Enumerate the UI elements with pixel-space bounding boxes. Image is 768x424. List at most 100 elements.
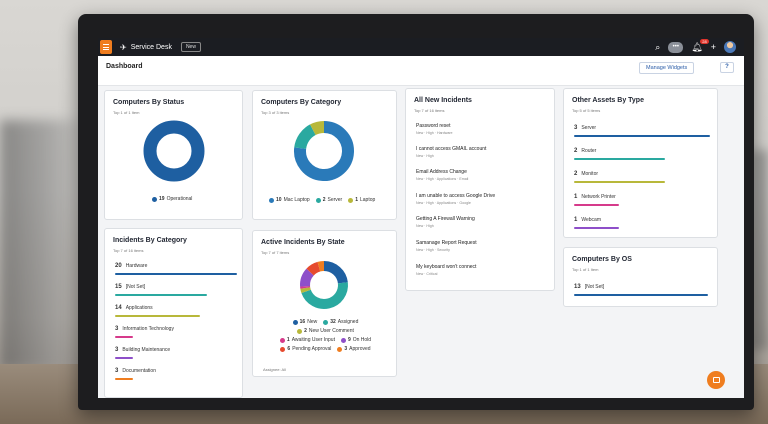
incident-item[interactable]: I am unable to access Google Drive New · … xyxy=(416,193,495,205)
category-legend: 10 Mac Laptop 2 Server 1 Laptop xyxy=(269,197,375,203)
legend-item-laptop[interactable]: 1 Laptop xyxy=(348,197,375,203)
bar-fill xyxy=(574,294,708,296)
help-button[interactable]: ? xyxy=(720,62,734,73)
chat-support-button[interactable] xyxy=(707,371,725,389)
donut-slice-new[interactable] xyxy=(323,261,348,284)
bar-row[interactable]: 2 Monitor xyxy=(574,171,598,177)
state-legend-row: 2 New User Comment xyxy=(253,328,398,334)
hamburger-menu-button[interactable] xyxy=(100,40,112,54)
legend-dot xyxy=(292,319,298,325)
bar-row[interactable]: 15 [Not Set] xyxy=(115,284,145,290)
donut-hole xyxy=(306,133,342,169)
bar-label: Server xyxy=(581,125,597,131)
donut-slice-server[interactable] xyxy=(294,124,317,150)
search-icon[interactable]: ⌕ xyxy=(655,41,661,52)
bar-row[interactable]: 3 Building Maintenance xyxy=(115,347,170,353)
notification-bell-icon[interactable]: 🔔︎ 28 xyxy=(691,38,709,52)
widget-incidents-by-category[interactable]: Incidents By Category Top 7 of 16 items … xyxy=(104,228,243,398)
legend-label: Mac Laptop xyxy=(283,197,310,203)
bar-fill xyxy=(115,294,207,296)
bar-count: 1 xyxy=(574,194,578,200)
bar-fill xyxy=(574,135,710,137)
legend-label: Server xyxy=(327,197,343,203)
state-donut-chart xyxy=(300,261,348,309)
brand[interactable]: ✈ Service Desk xyxy=(120,43,172,52)
bar-count: 3 xyxy=(574,125,578,131)
legend-count: 6 xyxy=(287,346,291,352)
bar-count: 13 xyxy=(574,284,581,290)
legend-item-on-hold[interactable]: 9 On Hold xyxy=(340,337,371,343)
bar-row[interactable]: 13 [Not Set] xyxy=(574,284,604,290)
legend-item-pending-approval[interactable]: 6 Pending Approval xyxy=(280,346,331,352)
donut-hole xyxy=(157,134,191,168)
legend-item-server[interactable]: 2 Server xyxy=(315,197,343,203)
donut-slice-assigned[interactable] xyxy=(301,282,348,309)
donut-slice-approved[interactable] xyxy=(317,261,325,272)
service-desk-logo-icon: ✈ xyxy=(120,42,127,52)
chat-icon[interactable]: ••• xyxy=(668,41,684,53)
donut-slice-on-hold[interactable] xyxy=(300,268,315,287)
legend-item-awaiting-user-input[interactable]: 1 Awaiting User Input xyxy=(279,337,335,343)
widget-subtitle: Top 7 of 16 items xyxy=(113,248,144,253)
legend-label: New xyxy=(307,319,318,325)
bar-row[interactable]: 14 Applications xyxy=(115,305,153,311)
bar-row[interactable]: 2 Router xyxy=(574,148,596,154)
bar-row[interactable]: 3 Server xyxy=(574,125,596,131)
donut-slice-new-user-comment[interactable] xyxy=(300,287,311,294)
legend-item-assigned[interactable]: 32 Assigned xyxy=(323,319,358,325)
incident-item[interactable]: My keyboard won't connect New · Critical xyxy=(416,264,476,276)
widget-computers-by-os[interactable]: Computers By OS Top 1 of 1 Item 13 [Not S… xyxy=(563,247,718,307)
donut-category-group xyxy=(294,121,354,181)
chat-bubble-icon xyxy=(712,377,720,383)
legend-item-new-user-comment[interactable]: 2 New User Comment xyxy=(297,328,354,334)
assignee-filter[interactable]: Assignee: All xyxy=(263,367,286,372)
widget-active-incidents-by-state[interactable]: Active Incidents By State Top 7 of 7 ite… xyxy=(252,230,397,377)
donut-slice-mac-laptop[interactable] xyxy=(294,121,354,181)
incident-item[interactable]: Getting A Firewall Warning New · High xyxy=(416,216,475,228)
widget-computers-by-category[interactable]: Computers By Category Top 3 of 3 items 1… xyxy=(252,90,397,220)
bar-row[interactable]: 3 Documentation xyxy=(115,368,156,374)
manage-widgets-button[interactable]: Manage Widgets xyxy=(639,62,695,74)
legend-label: Assigned xyxy=(337,319,359,325)
donut-slice-pending-approval[interactable] xyxy=(306,261,321,276)
widget-computers-by-status[interactable]: Computers By Status Top 1 of 1 Item 19 Op… xyxy=(104,90,243,220)
bar-label: [Not Set] xyxy=(584,284,605,290)
legend-count: 3 xyxy=(344,346,348,352)
bar-row[interactable]: 1 Network Printer xyxy=(574,194,616,200)
bar-label: Webcam xyxy=(581,217,601,223)
state-legend-row: 1 Awaiting User Input 9 On Hold xyxy=(253,337,398,343)
bar-row[interactable]: 20 Hardware xyxy=(115,263,147,269)
bar-fill xyxy=(115,273,237,275)
bar-label: [Not Set] xyxy=(125,284,146,290)
widget-all-new-incidents[interactable]: All New Incidents Top 7 of 16 items Pass… xyxy=(405,88,555,291)
incident-item[interactable]: Password reset New · High · Hardware xyxy=(416,123,453,135)
widget-title: Active Incidents By State xyxy=(261,239,345,246)
legend-item-new[interactable]: 16 New xyxy=(292,319,318,325)
legend-item-approved[interactable]: 3 Approved xyxy=(337,346,371,352)
widget-title: Computers By Status xyxy=(113,99,185,106)
legend-dot xyxy=(340,337,346,343)
incident-meta: New · High xyxy=(416,224,434,228)
incident-meta: New · High xyxy=(416,154,434,158)
bar-count: 2 xyxy=(574,148,578,154)
bar-count: 3 xyxy=(115,326,119,332)
bar-label: Information Technology xyxy=(122,326,174,332)
bar-fill xyxy=(115,336,134,338)
incident-item[interactable]: Samanage Report Request New · High · Secu… xyxy=(416,240,477,252)
background-blur-left xyxy=(0,120,90,370)
legend-item-mac-laptop[interactable]: 10 Mac Laptop xyxy=(269,197,310,203)
bar-label: Network Printer xyxy=(581,194,616,200)
legend-item-operational[interactable]: 19 Operational xyxy=(152,196,192,202)
bar-row[interactable]: 1 Webcam xyxy=(574,217,601,223)
add-icon[interactable]: + xyxy=(710,42,716,52)
user-avatar[interactable] xyxy=(724,41,736,53)
incident-meta: New · High · Security xyxy=(416,248,450,252)
new-button[interactable]: New xyxy=(180,42,201,52)
bar-row[interactable]: 3 Information Technology xyxy=(115,326,174,332)
donut-slice-laptop[interactable] xyxy=(310,121,325,136)
incident-item[interactable]: I cannot access GMAIL account New · High xyxy=(416,146,486,158)
donut-slice-operational[interactable] xyxy=(143,120,205,182)
incident-item[interactable]: Email Address Change New · High · Applica… xyxy=(416,169,468,181)
incident-title: I am unable to access Google Drive xyxy=(416,193,496,199)
